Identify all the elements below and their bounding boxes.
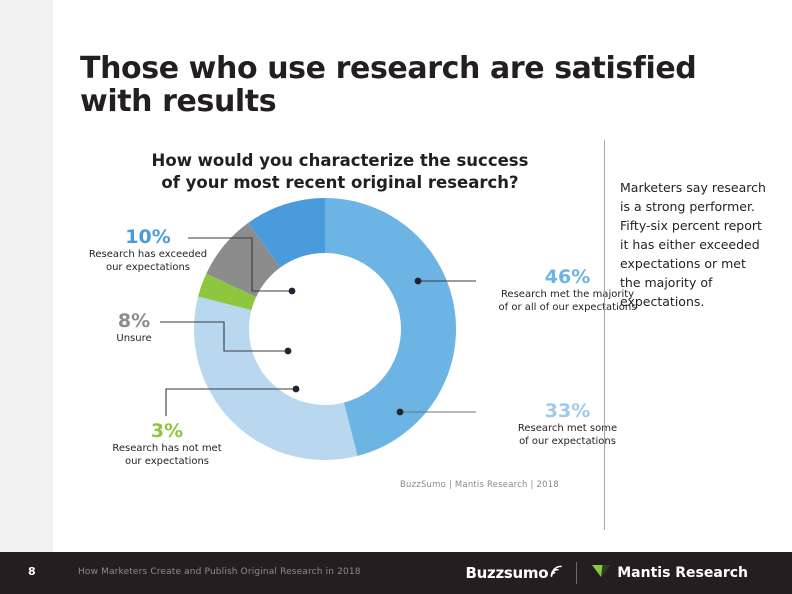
commentary-text: Marketers say research is a strong perfo…	[620, 180, 766, 309]
callout-desc-10: Research has exceeded our expectations	[72, 249, 224, 275]
callout-desc-3: Research has not met our expectations	[92, 443, 242, 469]
mantis-mark-icon	[591, 563, 611, 583]
donut-slice-46[interactable]	[325, 198, 456, 456]
callout-exceeded-expectations: 10% Research has exceeded our expectatio…	[72, 226, 224, 275]
footer-logos: Buzzsumo	[466, 552, 748, 594]
chart-title: How would you characterize the success o…	[130, 150, 550, 194]
buzzsumo-wordmark: Buzzsumo	[465, 564, 549, 582]
callout-desc-46: Research met the majority of or all of o…	[480, 289, 655, 315]
donut-slice-10[interactable]	[247, 198, 325, 268]
donut-chart	[194, 198, 456, 460]
chart-title-line-1: How would you characterize the success	[151, 151, 529, 170]
callout-desc-33-line2: of our expectations	[519, 435, 616, 447]
callout-desc-8-line1: Unsure	[116, 332, 152, 344]
callout-desc-3-line2: our expectations	[124, 455, 210, 467]
chart-container: How would you characterize the success o…	[70, 140, 637, 520]
mantis-wordmark: Mantis Research	[617, 565, 748, 581]
logo-separator	[576, 562, 578, 584]
chart-source: BuzzSumo | Mantis Research | 2018	[400, 480, 559, 490]
footer-deck-title: How Marketers Create and Publish Origina…	[78, 567, 361, 577]
callout-met-some: 33% Research met some of our expectation…	[480, 400, 655, 449]
chart-title-line-2: of your most recent original research?	[161, 172, 519, 192]
callout-value-46: 46%	[544, 266, 591, 288]
page-title: Those who use research are satisfied wit…	[80, 51, 697, 119]
callout-desc-46-line1: Research met the majority	[500, 288, 635, 300]
callout-not-met-expectations: 3% Research has not met our expectations	[92, 420, 242, 469]
callout-desc-33: Research met some of our expectations	[480, 423, 655, 449]
callout-unsure: 8% Unsure	[78, 310, 190, 346]
footer-page-number: 8	[28, 565, 36, 578]
vertical-divider	[604, 140, 605, 530]
callout-desc-33-line1: Research met some	[517, 422, 618, 434]
donut-svg	[194, 198, 456, 460]
buzzsumo-wave-icon	[549, 564, 563, 582]
callout-value-8: 8%	[117, 310, 151, 332]
callout-value-10: 10%	[125, 226, 171, 248]
mantis-research-logo[interactable]: Mantis Research	[591, 563, 748, 583]
callout-value-33: 33%	[544, 400, 591, 422]
callout-value-3: 3%	[150, 420, 184, 442]
callout-met-majority: 46% Research met the majority of or all …	[480, 266, 655, 315]
callout-desc-8: Unsure	[78, 333, 190, 346]
callout-desc-10-line1: Research has exceeded	[88, 248, 208, 260]
callout-desc-10-line2: our expectations	[105, 261, 191, 273]
callout-desc-3-line1: Research has not met	[112, 442, 222, 454]
callout-desc-46-line2: of or all of our expectations	[498, 301, 637, 313]
footer-bar: 8 How Marketers Create and Publish Origi…	[0, 552, 792, 594]
left-accent-band	[0, 0, 53, 552]
buzzsumo-logo[interactable]: Buzzsumo	[466, 564, 563, 582]
